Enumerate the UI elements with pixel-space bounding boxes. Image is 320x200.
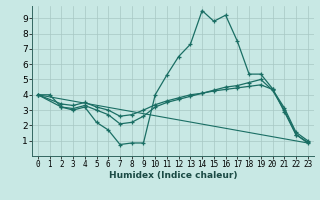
X-axis label: Humidex (Indice chaleur): Humidex (Indice chaleur) (108, 171, 237, 180)
